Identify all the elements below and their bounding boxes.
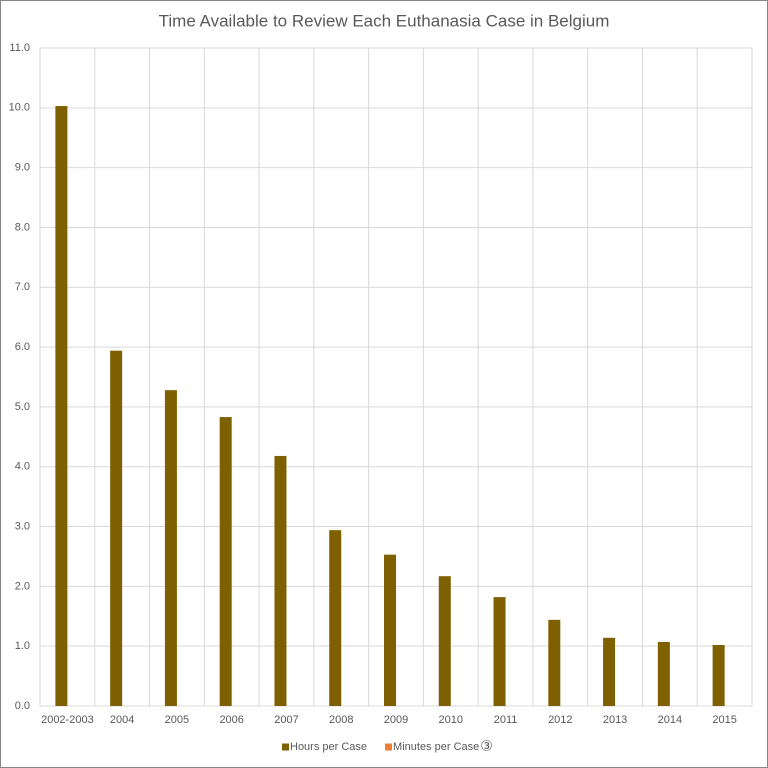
bar [329, 530, 342, 706]
x-tick-label: 2012 [548, 714, 572, 726]
y-tick-label: 0.0 [15, 700, 30, 712]
bar [548, 619, 561, 706]
y-tick-label: 9.0 [15, 162, 30, 174]
y-tick-label: 10.0 [9, 102, 30, 114]
x-tick-label: 2014 [658, 714, 682, 726]
x-tick-label: 2007 [274, 714, 298, 726]
x-tick-label: 2011 [494, 714, 518, 726]
bar [219, 417, 232, 706]
x-tick-label: 2008 [329, 714, 353, 726]
bar [384, 554, 396, 706]
legend-label: Hours per Case [290, 741, 367, 753]
x-tick-label: 2009 [384, 714, 408, 726]
bar [164, 390, 177, 706]
x-tick-label: 2013 [603, 714, 627, 726]
y-tick-label: 6.0 [15, 341, 30, 353]
y-tick-label: 5.0 [15, 401, 30, 413]
y-tick-label: 8.0 [15, 221, 30, 233]
y-tick-label: 3.0 [15, 520, 30, 532]
x-tick-label: 2015 [712, 714, 736, 726]
x-tick-label: 2002-2003 [41, 714, 94, 726]
y-tick-label: 7.0 [15, 281, 30, 293]
y-tick-label: 11.0 [9, 42, 30, 54]
x-tick-label: 2004 [110, 714, 134, 726]
y-tick-label: 2.0 [15, 580, 30, 592]
y-tick-label: 4.0 [15, 461, 30, 473]
legend-swatch [385, 743, 393, 751]
bar [274, 455, 287, 706]
bar [603, 637, 616, 706]
bar [438, 576, 451, 706]
bar [712, 644, 725, 706]
bar [55, 106, 68, 707]
y-tick-label: 1.0 [15, 640, 30, 652]
legend-swatch [282, 743, 289, 751]
legend-note: ③ [480, 738, 493, 754]
bar [110, 350, 123, 706]
x-tick-label: 2006 [219, 714, 243, 726]
chart-title: Time Available to Review Each Euthanasia… [159, 11, 610, 30]
x-tick-label: 2005 [165, 714, 189, 726]
bar [657, 641, 670, 706]
x-tick-label: 2010 [439, 714, 463, 726]
bar [493, 597, 506, 706]
legend-label: Minutes per Case [393, 741, 479, 753]
